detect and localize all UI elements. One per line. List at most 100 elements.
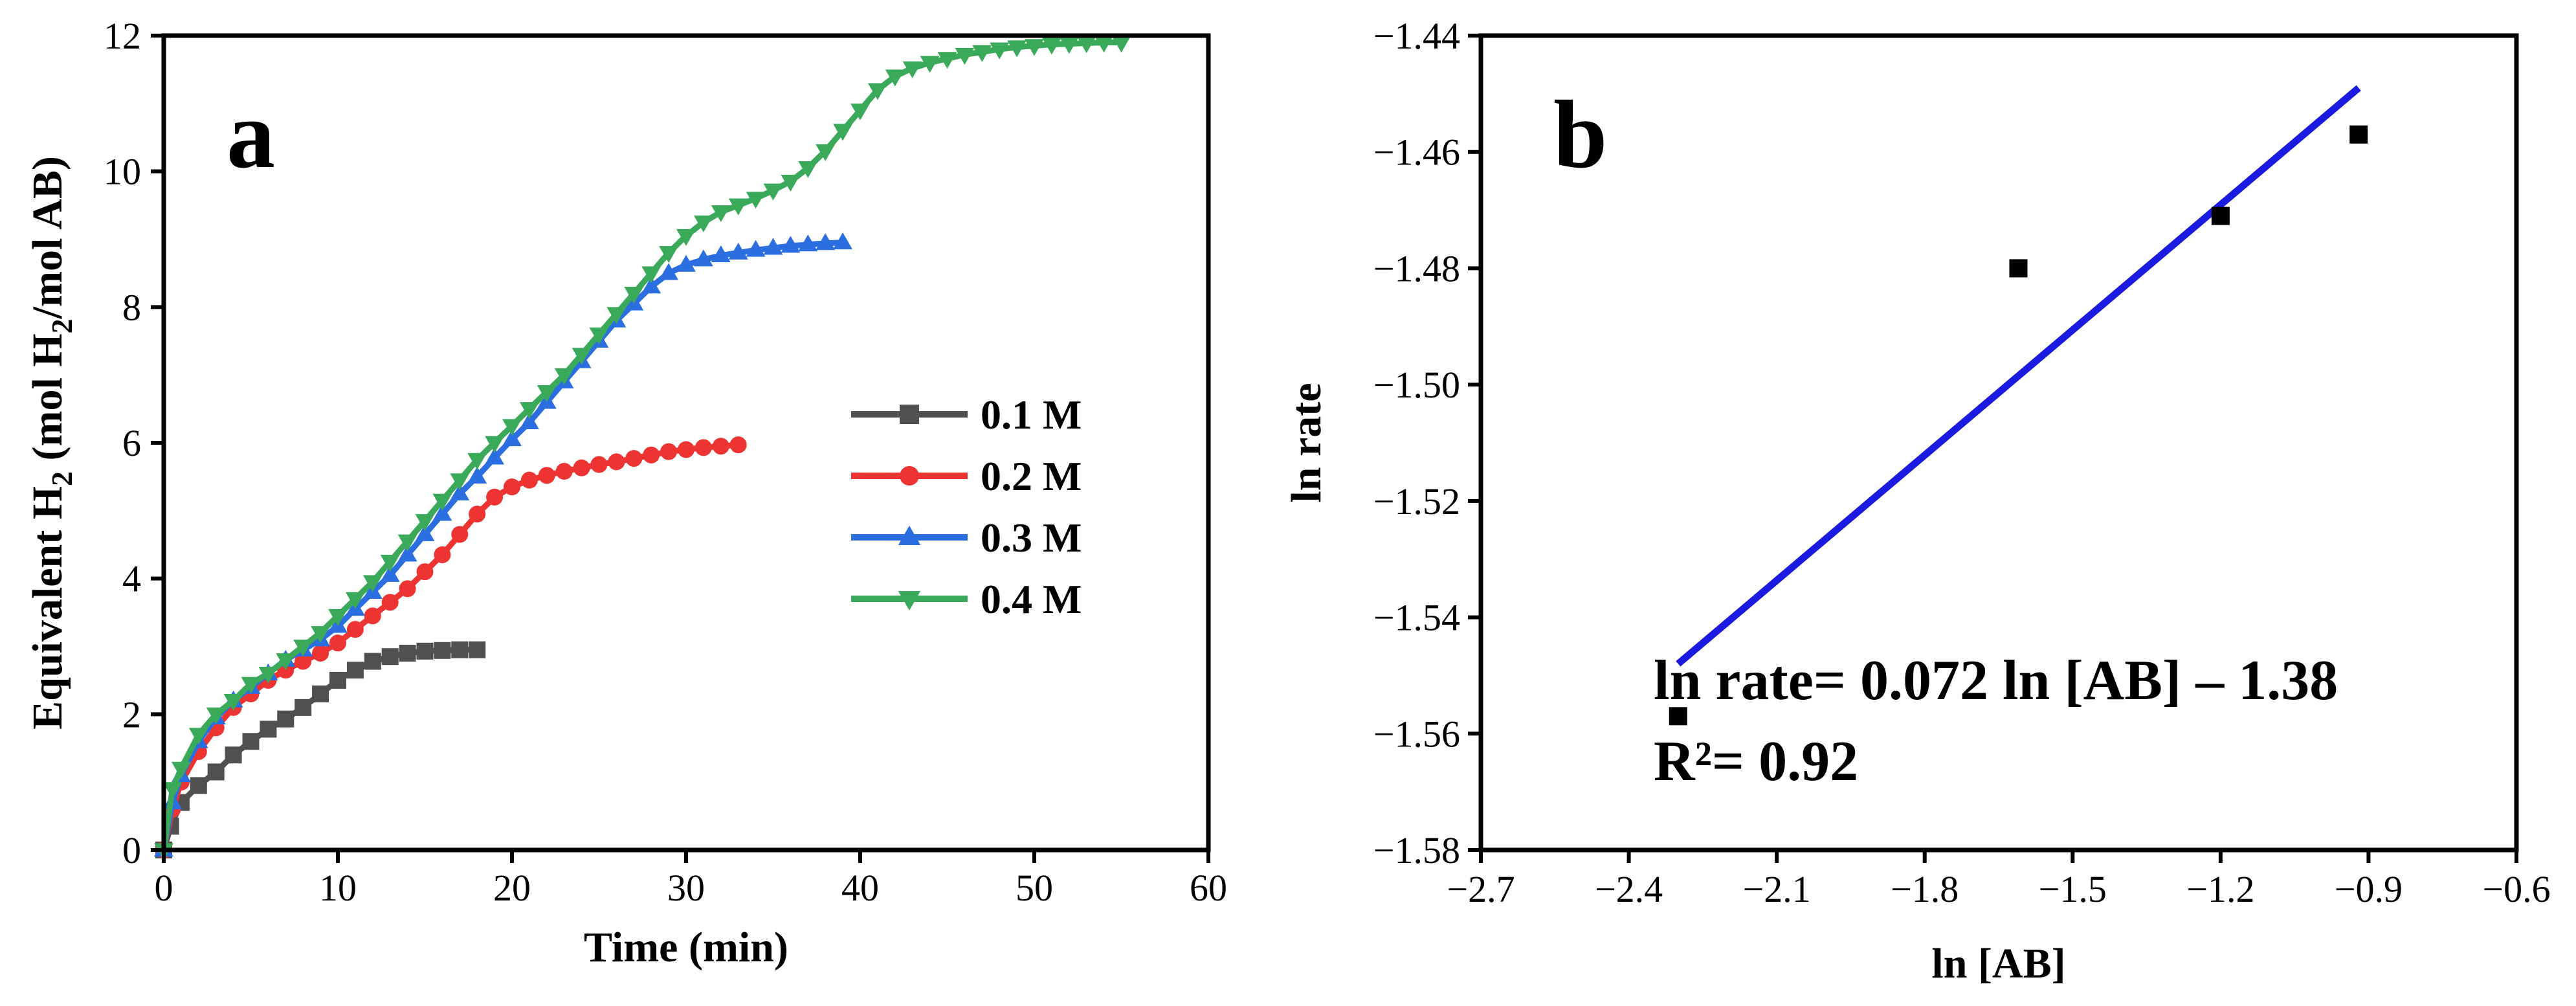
data-point (277, 710, 294, 728)
data-point (346, 621, 364, 638)
data-point (676, 254, 696, 272)
data-point (329, 634, 346, 652)
panel-b-x-tick-label: −1.8 (1891, 868, 1959, 910)
data-point (1007, 40, 1027, 58)
panel-b-x-tick-label: −0.6 (2482, 868, 2550, 910)
panel-a-y-tick-label: 10 (104, 151, 141, 193)
data-point (241, 676, 261, 694)
data-point (171, 761, 191, 779)
panel-b-y-tick-label: −1.54 (1373, 597, 1460, 639)
data-point (781, 236, 801, 253)
data-point (294, 699, 312, 716)
data-point (364, 607, 381, 625)
panel-a-x-tick-label: 50 (1016, 867, 1053, 909)
data-point (432, 504, 452, 521)
panel-a-y-tick-label: 2 (122, 693, 141, 735)
data-point (693, 249, 713, 267)
panel-b-y-tick-label: −1.52 (1373, 480, 1460, 522)
panel-a-y-axis-label: Equivalent H2 (mol H2/mol AB) (24, 156, 78, 730)
panel-a-x-tick-label: 20 (493, 867, 531, 909)
panel-a-x-tick-label: 30 (667, 867, 705, 909)
data-point (608, 453, 625, 471)
panel-a-y-tick-label: 0 (122, 829, 141, 871)
series-line (161, 39, 1122, 851)
data-point (728, 242, 748, 260)
panel-b-y-tick-label: −1.56 (1373, 713, 1460, 755)
panel-a-y-tick-label: 8 (122, 286, 141, 328)
panel-b-y-tick-label: −1.44 (1373, 15, 1460, 57)
data-point (641, 266, 661, 284)
data-point (676, 229, 696, 246)
panel-a-y-tick-label: 12 (104, 15, 141, 57)
legend-label: 0.1 M (981, 392, 1082, 438)
panel-b-y-tick-label: −1.58 (1373, 829, 1460, 871)
fit-r-squared: R²= 0.92 (1654, 730, 1858, 793)
data-point (188, 728, 208, 745)
data-point (312, 685, 329, 702)
legend-marker (900, 466, 919, 486)
data-point (399, 580, 416, 598)
data-point (416, 563, 434, 581)
data-point (833, 232, 853, 250)
data-point (415, 514, 435, 531)
data-point (867, 83, 887, 100)
data-point (190, 777, 207, 794)
data-point (451, 526, 469, 543)
data-point (469, 641, 486, 658)
panel-b-y-axis-label: ln rate (1283, 383, 1330, 502)
data-point (798, 234, 818, 252)
data-point (519, 402, 539, 419)
data-point (416, 642, 434, 660)
data-point (659, 246, 679, 263)
series-0-3-m (154, 232, 853, 857)
data-point (380, 555, 400, 572)
data-point (763, 183, 783, 201)
data-point (729, 436, 747, 454)
data-point (381, 594, 399, 611)
data-point (554, 368, 574, 385)
data-point (643, 446, 660, 464)
data-point (711, 245, 731, 263)
data-point (798, 161, 818, 179)
fit-line (1676, 85, 2361, 667)
panel-a-x-tick-label: 60 (1190, 867, 1227, 909)
data-point (206, 707, 226, 724)
data-point (485, 436, 505, 453)
data-point (519, 412, 539, 429)
data-point (659, 263, 679, 280)
data-point (328, 609, 348, 626)
data-point (902, 61, 922, 78)
data-point (728, 198, 748, 216)
data-point (2211, 207, 2230, 225)
data-point (606, 307, 627, 324)
data-point (1076, 36, 1096, 54)
panel-a-y-tick-label: 4 (122, 558, 141, 600)
series-0-4-m (154, 36, 1131, 860)
data-point (937, 52, 957, 69)
data-point (2349, 125, 2368, 144)
data-point (885, 69, 905, 87)
data-point (294, 653, 312, 670)
data-point (345, 592, 365, 609)
data-point (451, 641, 469, 658)
data-point (450, 484, 470, 501)
data-point (781, 174, 801, 192)
data-point (364, 653, 381, 670)
data-point (260, 721, 277, 738)
data-point (225, 746, 242, 764)
data-point (660, 443, 678, 460)
data-point (380, 564, 400, 582)
legend-label: 0.3 M (981, 515, 1082, 561)
data-point (712, 438, 729, 455)
data-point (816, 144, 836, 161)
panel-b-label: b (1553, 81, 1607, 188)
data-point (486, 488, 504, 506)
data-point (990, 42, 1010, 60)
data-point (625, 450, 643, 467)
data-point (467, 453, 487, 470)
data-point (833, 124, 853, 141)
panel-b-x-tick-label: −1.2 (2186, 868, 2254, 910)
data-point (850, 103, 870, 120)
data-point (258, 667, 278, 684)
data-point (972, 45, 992, 62)
